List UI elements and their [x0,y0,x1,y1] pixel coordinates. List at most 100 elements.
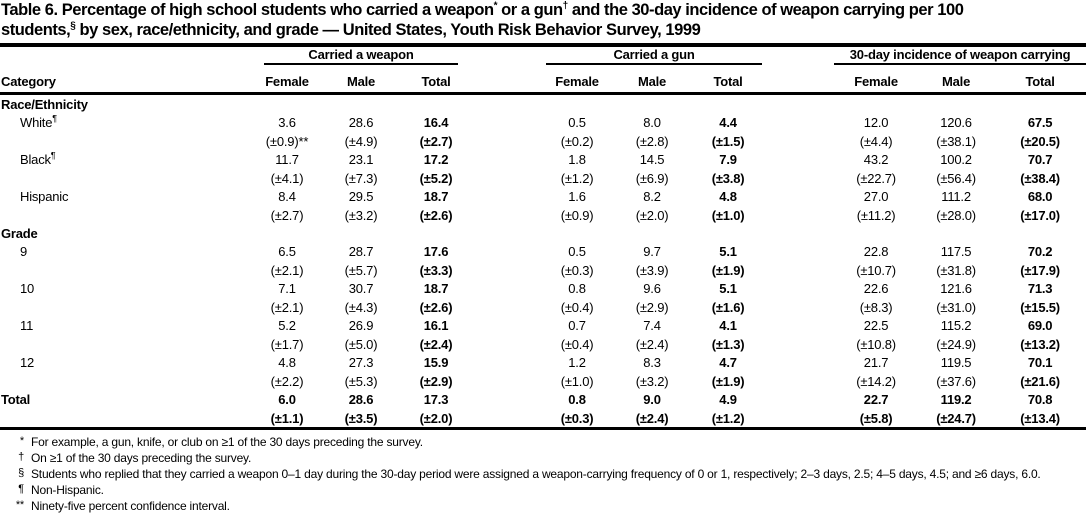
group-label: Carried a gun [546,47,763,65]
ci-cell: (±2.4) [635,336,669,352]
value-cell: 16.1 [423,318,449,333]
ci-cell: (±0.9) [560,207,594,223]
value-cell: 14.5 [639,152,665,167]
ci-cell: (±2.4) [419,336,453,352]
value-cell: 27.0 [863,189,889,204]
group-gap [474,206,540,224]
ci-cell: (±6.9) [635,170,669,186]
row-category: Black¶ [20,150,56,167]
ci-cell: (±17.9) [1020,262,1060,278]
footnote-text: On ≥1 of the 30 days preceding the surve… [31,451,252,465]
value-cell: 12.0 [863,115,889,130]
value-cell: 4.9 [719,392,737,407]
value-cell: 67.5 [1027,115,1053,130]
section-header: Grade [1,225,38,241]
table-title-line2: students,§ by sex, race/ethnicity, and g… [1,21,1086,41]
group-gap [474,353,540,372]
table-row-ci: (±1.7) (±5.0) (±2.4) (±0.4) (±2.4) (±1.3) (±10… [0,335,1086,353]
footnote-marker: * [19,435,24,447]
ci-cell: (±2.7) [419,133,453,149]
ci-cell: (±1.2) [560,170,594,186]
group-gap [766,279,834,298]
section-header-row: Race/Ethnicity [0,94,1086,114]
value-cell: 22.5 [863,318,889,333]
group-gap [474,242,540,261]
table-header: Category Carried a weapon Carried a gun … [0,47,1086,95]
group-gap [474,150,540,169]
footnote: † On ≥1 of the 30 days preceding the surv… [0,450,1086,466]
ci-cell: (±13.2) [1020,336,1060,352]
ci-cell: (±0.4) [560,299,594,315]
value-cell: 30.7 [348,281,374,296]
data-table: Category Carried a weapon Carried a gun … [0,47,1086,430]
ci-cell: (±2.6) [419,299,453,315]
ci-cell: (±2.2) [270,373,304,389]
table-row-ci: (±4.1) (±7.3) (±5.2) (±1.2) (±6.9) (±3.8) (±22… [0,169,1086,187]
footnote: ** Ninety-five percent confidence interva… [0,498,1086,514]
value-cell: 11.7 [275,152,299,167]
col-header-male: Male [918,65,995,95]
ci-cell: (±7.3) [344,170,378,186]
group-gap [766,316,834,335]
title-text: Table 6. Percentage of high school stude… [1,1,494,19]
value-cell: 70.2 [1027,244,1053,259]
col-header-total: Total [994,65,1086,95]
col-header-total: Total [398,65,475,95]
ci-cell: (±31.0) [936,299,976,315]
ci-cell: (±38.4) [1020,170,1060,186]
value-cell: 3.6 [278,115,296,130]
value-cell: 28.6 [348,392,374,407]
ci-cell: (±13.4) [1020,410,1060,426]
value-cell: 4.7 [719,355,737,370]
value-cell: 70.1 [1027,355,1053,370]
value-cell: 28.6 [348,115,374,130]
group-header-carried-weapon: Carried a weapon [250,47,474,65]
ci-cell: (±17.0) [1020,207,1060,223]
footnote-marker: ¶ [18,483,24,495]
value-cell: 5.1 [719,244,737,259]
ci-cell: (±28.0) [936,207,976,223]
title-text: or a gun [497,1,563,19]
value-cell: 4.8 [719,189,737,204]
col-header-total: Total [690,65,767,95]
ci-cell: (±3.3) [419,262,453,278]
value-cell: 22.7 [863,392,889,407]
value-cell: 70.8 [1027,392,1053,407]
row-category-empty [0,298,250,316]
value-cell: 0.5 [568,115,586,130]
group-gap [766,47,835,95]
value-cell: 5.2 [278,318,296,333]
value-cell: 23.1 [348,152,374,167]
ci-cell: (±1.2) [711,410,745,426]
group-gap [766,132,834,150]
ci-cell: (±1.3) [711,336,745,352]
footnote-text: Ninety-five percent confidence interval. [31,499,230,513]
ci-cell: (±4.1) [270,170,304,186]
value-cell: 121.6 [940,281,972,296]
value-cell: 1.8 [568,152,586,167]
value-cell: 100.2 [940,152,972,167]
group-gap [766,150,834,169]
footnotes: * For example, a gun, knife, or club on ≥… [0,430,1086,514]
row-category: Total [1,392,31,407]
value-cell: 8.2 [643,189,661,204]
row-category-empty [0,409,250,429]
group-gap [766,335,834,353]
table-row: 11 5.2 26.9 16.1 0.7 7.4 4.1 22.5 115.2 69.0 [0,316,1086,335]
ci-cell: (±10.7) [856,262,896,278]
footnote: * For example, a gun, knife, or club on ≥… [0,434,1086,450]
value-cell: 70.7 [1027,152,1053,167]
table-title: Table 6. Percentage of high school stude… [0,0,1086,42]
value-cell: 6.5 [278,244,296,259]
title-divider-rule [0,43,1086,47]
ci-cell: (±2.0) [419,410,453,426]
group-label: 30-day incidence of weapon carrying [834,47,1086,65]
ci-cell: (±31.8) [936,262,976,278]
value-cell: 15.9 [423,355,449,370]
ci-cell: (±24.9) [936,336,976,352]
row-category: 12 [20,355,35,370]
value-cell: 7.1 [278,281,296,296]
table-row-ci: (±2.1) (±4.3) (±2.6) (±0.4) (±2.9) (±1.6) (±8.… [0,298,1086,316]
row-category-empty [0,169,250,187]
section-header: Race/Ethnicity [1,96,88,112]
